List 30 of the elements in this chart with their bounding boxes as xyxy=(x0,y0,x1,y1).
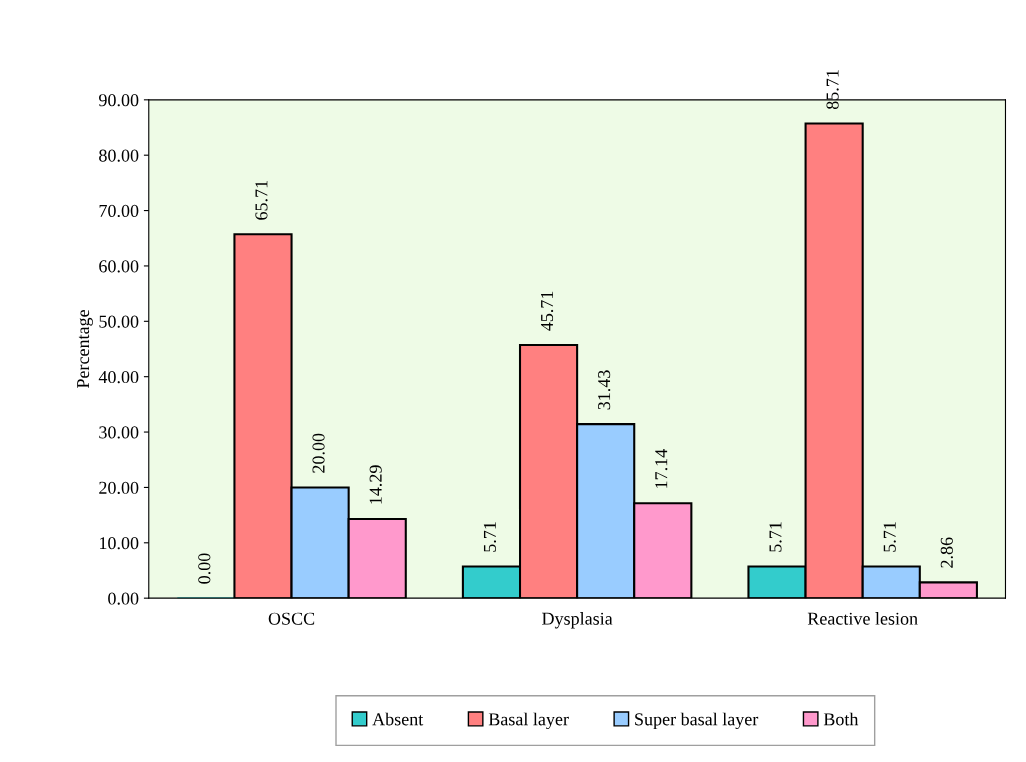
data-label: 5.71 xyxy=(483,522,497,552)
y-tick-label: 10.00 xyxy=(100,537,139,550)
data-label: 20.00 xyxy=(312,433,325,473)
y-tick-label: 0.00 xyxy=(108,592,139,605)
data-label: 5.71 xyxy=(769,522,782,552)
data-label: 5.71 xyxy=(883,522,896,552)
data-label: 14.29 xyxy=(369,465,382,504)
y-tick-label: 30.00 xyxy=(99,426,139,439)
y-tick-label: 60.00 xyxy=(99,260,139,273)
data-label: 2.86 xyxy=(940,537,953,568)
data-label: 31.43 xyxy=(598,370,611,410)
x-tick-label: OSCC xyxy=(268,612,315,625)
x-tick-label: Reactive lesion xyxy=(807,612,918,625)
y-tick-label: 90.00 xyxy=(99,94,139,107)
legend-label: Super basal layer xyxy=(635,712,759,730)
data-label: 45.71 xyxy=(540,291,554,331)
x-tick-label: Dysplasia xyxy=(542,612,613,629)
data-label: 17.14 xyxy=(655,449,668,488)
legend-label: Basal layer xyxy=(488,712,569,730)
legend-label: Both xyxy=(823,712,859,726)
data-label: 0.00 xyxy=(198,553,211,584)
y-axis-title: Percentage xyxy=(77,310,93,389)
y-tick-label: 20.00 xyxy=(99,481,139,494)
y-tick-label: 40.00 xyxy=(98,370,139,384)
data-label: 85.71 xyxy=(826,70,839,110)
y-tick-label: 70.00 xyxy=(99,204,139,218)
data-label: 65.71 xyxy=(255,180,268,220)
legend-label: Absent xyxy=(372,712,424,726)
y-tick-label: 50.00 xyxy=(99,315,139,328)
y-tick-label: 80.00 xyxy=(99,149,139,162)
